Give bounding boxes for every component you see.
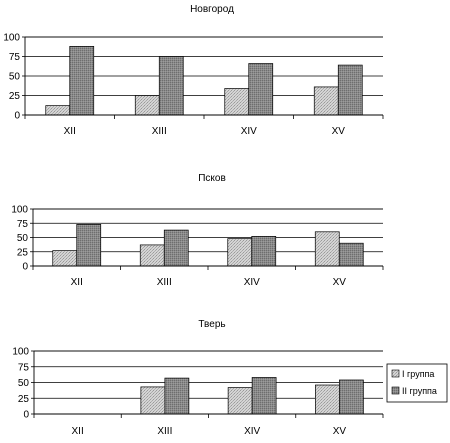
y-tick-label: 25 (9, 91, 21, 102)
x-tick-labels: XII XIII XIV XV (64, 126, 346, 137)
x-tick-label: XII (72, 426, 84, 437)
y-tick-labels: 0 25 50 75 100 (3, 33, 20, 122)
y-tick-label: 100 (3, 33, 20, 44)
x-tick-labels: XII XIII XIV XV (72, 426, 347, 437)
y-tick-label: 50 (17, 233, 29, 244)
axes (31, 350, 384, 418)
bar-series-1 (315, 384, 340, 415)
legend-swatch-series-1 (391, 369, 400, 378)
y-tick-label: 25 (17, 247, 29, 258)
bar-series-1 (313, 86, 339, 116)
legend-label-series-1: I группа (402, 369, 434, 379)
bar-series-2 (164, 377, 190, 415)
chart-pskov: Псков 0 25 50 75 100 XII XIII XIV XV (11, 173, 384, 288)
bar-series-1 (134, 95, 160, 116)
bar-series-1 (224, 88, 250, 116)
y-tick-label: 100 (11, 205, 28, 216)
x-tick-label: XIII (152, 126, 167, 137)
axes (30, 208, 384, 270)
x-tick-label: XIV (241, 126, 257, 137)
x-tick-labels: XII XIII XIV XV (71, 277, 347, 288)
bars (45, 46, 363, 116)
y-tick-labels: 0 25 50 75 100 (11, 205, 28, 273)
x-tick-label: XIII (157, 277, 172, 288)
x-tick-label: XV (332, 126, 346, 137)
x-tick-label: XIV (244, 277, 260, 288)
y-tick-label: 50 (18, 378, 30, 389)
bar-series-2 (339, 379, 364, 415)
bar-series-2 (163, 229, 189, 267)
bar-series-2 (251, 236, 277, 267)
bar-series-1 (45, 105, 71, 116)
y-tick-label: 100 (12, 347, 29, 358)
y-tick-label: 75 (17, 219, 29, 230)
y-tick-label: 75 (18, 362, 30, 373)
axes (22, 36, 384, 119)
y-tick-label: 25 (18, 394, 30, 405)
legend: I группа II группа (386, 363, 448, 403)
x-tick-label: XII (64, 126, 76, 137)
bar-series-1 (140, 386, 166, 415)
bar-series-1 (139, 244, 165, 267)
chart-novgorod: Новгород 0 25 50 75 100 XII XIII XIV XV (3, 4, 384, 137)
y-tick-label: 0 (23, 410, 29, 421)
x-tick-label: XII (71, 277, 83, 288)
chart-title: Новгород (190, 4, 234, 15)
x-tick-label: XV (333, 277, 347, 288)
chart-title: Псков (198, 173, 226, 184)
legend-label-series-2: II группа (402, 386, 437, 396)
bar-series-2 (69, 46, 95, 116)
y-tick-label: 50 (9, 72, 21, 83)
bar-series-2 (338, 242, 364, 267)
legend-swatch-series-2 (391, 386, 400, 395)
y-tick-label: 0 (14, 111, 20, 122)
bar-series-2 (158, 56, 184, 116)
y-tick-labels: 0 25 50 75 100 (12, 347, 29, 421)
bar-series-2 (337, 64, 363, 116)
bar-series-1 (227, 387, 253, 415)
bar-series-2 (248, 63, 274, 116)
x-tick-label: XV (333, 426, 347, 437)
bars (140, 377, 364, 415)
chart-title: Тверь (198, 319, 225, 330)
bar-series-1 (227, 238, 253, 267)
chart-tver: Тверь 0 25 50 75 100 XII XIII XIV XV (12, 319, 384, 437)
y-tick-label: 75 (9, 52, 21, 63)
y-tick-label: 0 (22, 262, 28, 273)
bar-series-1 (314, 231, 340, 267)
bar-series-1 (52, 250, 78, 267)
bar-series-2 (76, 224, 102, 267)
x-tick-label: XIII (157, 426, 172, 437)
x-tick-label: XIV (244, 426, 260, 437)
bar-series-2 (251, 377, 277, 415)
bars (52, 224, 364, 267)
